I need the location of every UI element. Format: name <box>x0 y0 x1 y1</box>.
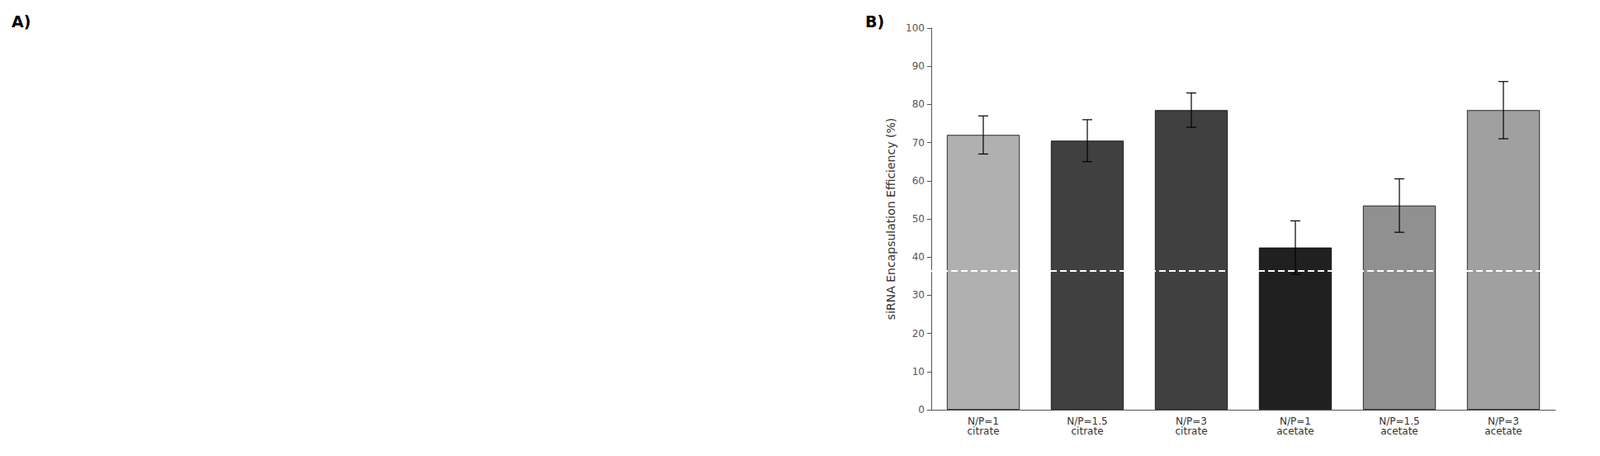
svg-text:N/P=1: N/P=1 <box>1279 415 1312 427</box>
svg-text:A): A) <box>11 12 31 31</box>
svg-text:70: 70 <box>912 137 925 149</box>
svg-text:N/P=3: N/P=3 <box>1175 415 1208 427</box>
svg-text:N/P=1.5: N/P=1.5 <box>1066 415 1108 427</box>
svg-text:citrate: citrate <box>966 425 999 437</box>
svg-text:acetate: acetate <box>1380 425 1418 437</box>
svg-text:acetate: acetate <box>1484 425 1522 437</box>
svg-text:N/P=1.5: N/P=1.5 <box>1378 415 1420 427</box>
svg-text:20: 20 <box>912 327 925 340</box>
svg-text:60: 60 <box>912 175 925 187</box>
svg-text:10: 10 <box>912 365 925 378</box>
svg-text:citrate: citrate <box>1174 425 1208 437</box>
svg-text:90: 90 <box>912 60 925 72</box>
svg-text:80: 80 <box>912 98 925 110</box>
svg-text:siRNA Encapsulation Efficiency: siRNA Encapsulation Efficiency (%) <box>884 118 898 320</box>
svg-text:0: 0 <box>918 403 925 416</box>
svg-text:B): B) <box>865 12 885 31</box>
svg-text:40: 40 <box>912 250 925 263</box>
svg-text:N/P=3: N/P=3 <box>1487 415 1520 427</box>
svg-text:30: 30 <box>912 288 925 301</box>
svg-text:acetate: acetate <box>1276 425 1314 437</box>
svg-text:citrate: citrate <box>1070 425 1103 437</box>
svg-text:100: 100 <box>905 22 925 34</box>
svg-text:50: 50 <box>912 213 925 225</box>
svg-text:N/P=1: N/P=1 <box>967 415 999 427</box>
